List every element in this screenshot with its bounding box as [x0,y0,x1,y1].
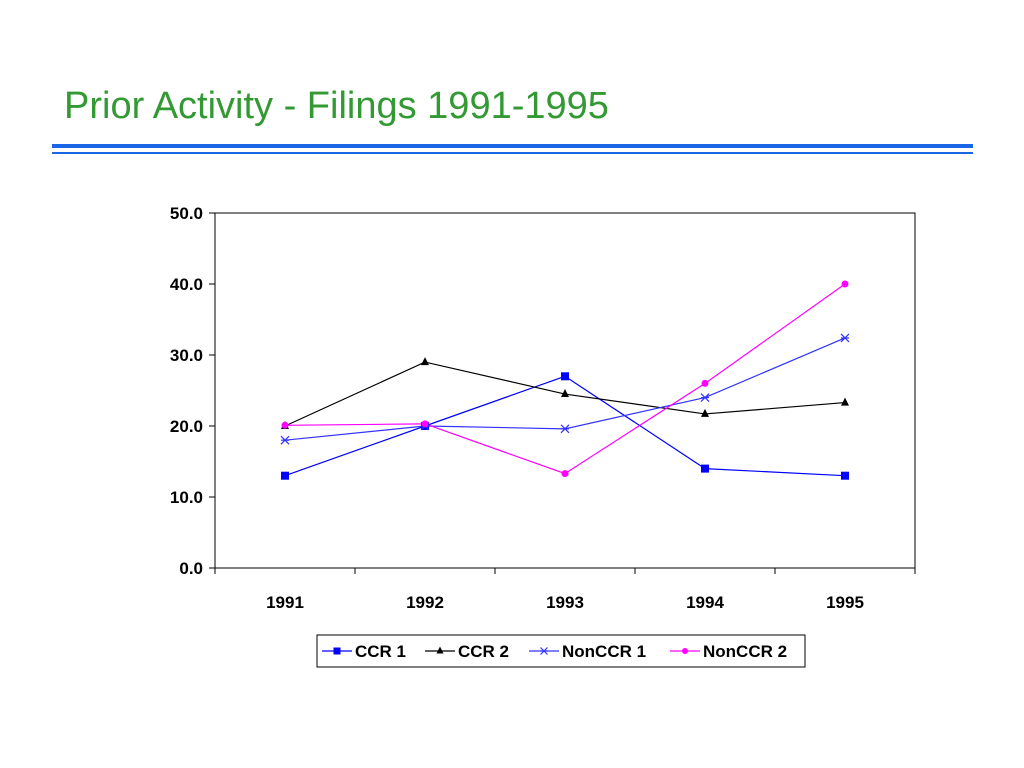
legend-label: CCR 1 [355,642,406,661]
data-point-ccr-1 [841,471,849,480]
legend-item: NonCCR 2 [670,642,787,661]
data-point-nonccr-2 [281,421,289,429]
x-tick-label: 1994 [686,593,724,612]
x-tick-label: 1995 [826,593,864,612]
legend-item: CCR 2 [425,642,509,661]
data-point-nonccr-2 [701,379,709,387]
data-point-ccr-2 [701,408,709,417]
legend-marker [436,646,444,654]
data-point-nonccr-1 [700,393,710,403]
title-rule-thin [52,152,973,154]
data-point-nonccr-2 [421,420,429,428]
y-tick-label: 0.0 [179,559,203,578]
legend-marker [682,648,688,654]
data-point-ccr-2 [841,397,849,406]
legend-item: NonCCR 1 [529,642,646,661]
data-point-nonccr-1 [840,333,850,343]
legend-label: NonCCR 1 [562,642,646,661]
y-tick-label: 10.0 [170,488,203,507]
data-point-ccr-1 [701,464,709,473]
y-tick-label: 20.0 [170,417,203,436]
legend-label: CCR 2 [458,642,509,661]
y-tick-label: 30.0 [170,346,203,365]
y-tick-label: 50.0 [170,204,203,223]
legend-marker [540,647,548,655]
data-point-ccr-1 [281,471,289,480]
x-tick-label: 1991 [266,593,304,612]
x-tick-label: 1993 [546,593,584,612]
legend-label: NonCCR 2 [703,642,787,661]
y-tick-label: 40.0 [170,275,203,294]
legend-item: CCR 1 [322,642,406,661]
legend-marker [333,647,341,655]
data-point-nonccr-1 [560,424,570,434]
data-point-ccr-1 [561,372,569,381]
data-point-nonccr-2 [841,280,849,288]
x-tick-label: 1992 [406,593,444,612]
data-point-ccr-2 [561,389,569,398]
data-point-nonccr-1 [280,435,290,445]
data-point-ccr-2 [421,357,429,366]
data-point-nonccr-2 [561,470,569,478]
slide-title: Prior Activity - Filings 1991-1995 [64,85,609,127]
legend-box [316,634,806,668]
title-rule-thick [52,144,973,148]
